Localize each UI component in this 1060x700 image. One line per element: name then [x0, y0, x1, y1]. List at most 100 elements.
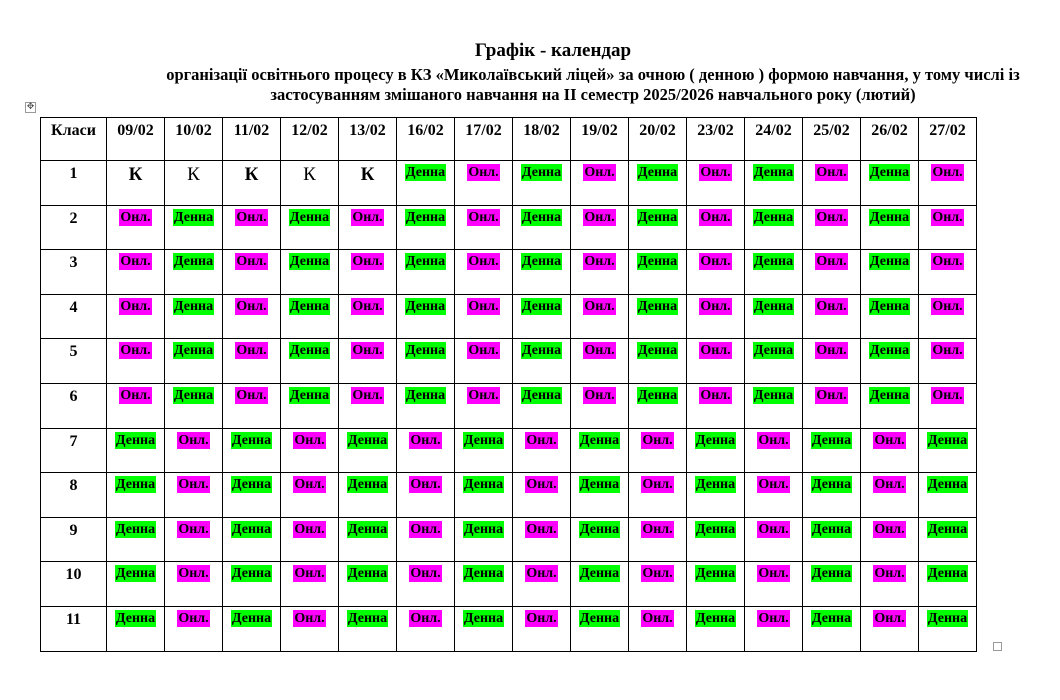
schedule-cell: Онл.	[338, 293, 397, 340]
online-badge: Онл.	[235, 386, 268, 404]
in-person-badge: Денна	[636, 342, 679, 360]
schedule-cell: Денна	[512, 293, 571, 340]
schedule-cell: К	[164, 160, 223, 206]
schedule-cell: Денна	[512, 204, 571, 251]
class-cell: 6	[40, 382, 107, 429]
schedule-cell: К	[222, 160, 281, 206]
schedule-cell: Онл.	[222, 293, 281, 340]
in-person-badge: Денна	[172, 208, 215, 226]
class-number: 1	[69, 165, 78, 182]
in-person-badge: Денна	[462, 520, 505, 538]
online-badge: Онл.	[467, 208, 500, 226]
header-row: Класи 09/02 10/02 11/02 12/02 13/02 16/02 17/0…	[40, 117, 977, 161]
header-classes: Класи	[40, 117, 107, 161]
holiday-mark: К	[303, 164, 316, 185]
in-person-badge: Денна	[752, 386, 795, 404]
in-person-badge: Денна	[636, 253, 679, 271]
in-person-badge: Денна	[114, 431, 157, 449]
in-person-badge: Денна	[926, 431, 969, 449]
online-badge: Онл.	[931, 164, 964, 181]
online-badge: Онл.	[757, 431, 790, 449]
class-number: 7	[69, 432, 78, 450]
schedule-cell: Онл.	[918, 382, 977, 429]
schedule-cell: Денна	[280, 293, 339, 340]
schedule-cell: Денна	[512, 382, 571, 429]
move-arrows-icon[interactable]: ✥	[25, 102, 36, 113]
schedule-cell: Денна	[918, 605, 977, 652]
online-badge: Онл.	[467, 342, 500, 360]
online-badge: Онл.	[873, 476, 906, 494]
online-badge: Онл.	[351, 386, 384, 404]
schedule-cell: Денна	[396, 338, 455, 384]
online-badge: Онл.	[351, 253, 384, 271]
online-badge: Онл.	[525, 520, 558, 538]
schedule-cell: Онл.	[512, 561, 571, 607]
schedule-cell: Денна	[628, 160, 687, 206]
schedule-cell: Денна	[628, 204, 687, 251]
in-person-badge: Денна	[810, 609, 853, 627]
online-badge: Онл.	[467, 297, 500, 315]
schedule-cell: Денна	[454, 516, 513, 563]
schedule-cell: Онл.	[802, 338, 861, 384]
schedule-cell: Денна	[744, 338, 803, 384]
online-badge: Онл.	[235, 253, 268, 271]
schedule-cell: Онл.	[918, 338, 977, 384]
schedule-cell: Онл.	[512, 605, 571, 652]
header-date: 09/02	[106, 117, 165, 161]
online-badge: Онл.	[119, 208, 152, 226]
in-person-badge: Денна	[404, 208, 447, 226]
in-person-badge: Денна	[230, 609, 273, 627]
schedule-cell: Онл.	[106, 204, 165, 251]
online-badge: Онл.	[351, 342, 384, 360]
online-badge: Онл.	[815, 253, 848, 271]
in-person-badge: Денна	[752, 164, 795, 181]
online-badge: Онл.	[641, 565, 674, 583]
online-badge: Онл.	[641, 476, 674, 494]
in-person-badge: Денна	[114, 520, 157, 538]
schedule-cell: Денна	[918, 561, 977, 607]
in-person-badge: Денна	[520, 386, 563, 404]
resize-square-icon[interactable]	[993, 642, 1002, 651]
in-person-badge: Денна	[868, 297, 911, 315]
schedule-cell: Денна	[570, 561, 629, 607]
table-row: 7 Денна Онл. Денна Онл. Денна Онл. Денна Онл. Ден…	[40, 427, 977, 474]
schedule-cell: К	[338, 160, 397, 206]
online-badge: Онл.	[177, 609, 210, 627]
schedule-cell: Денна	[512, 249, 571, 295]
online-badge: Онл.	[699, 164, 732, 181]
table-row: 6 Онл. Денна Онл. Денна Онл. Денна Онл. Денна Онл…	[40, 382, 977, 429]
schedule-cell: Денна	[222, 516, 281, 563]
class-cell: 11	[40, 605, 107, 652]
schedule-cell: Онл.	[222, 249, 281, 295]
header-date: 16/02	[396, 117, 455, 161]
schedule-cell: Денна	[570, 605, 629, 652]
online-badge: Онл.	[931, 253, 964, 271]
schedule-cell: Онл.	[164, 605, 223, 652]
online-badge: Онл.	[815, 342, 848, 360]
in-person-badge: Денна	[752, 342, 795, 360]
in-person-badge: Денна	[694, 431, 737, 449]
online-badge: Онл.	[757, 520, 790, 538]
schedule-cell: Денна	[628, 249, 687, 295]
in-person-badge: Денна	[230, 476, 273, 494]
table-row: 11 Денна Онл. Денна Онл. Денна Онл. Денна Онл. Де…	[40, 605, 977, 652]
document-title: Графік - календар	[474, 40, 632, 61]
schedule-cell: Денна	[918, 427, 977, 474]
online-badge: Онл.	[235, 208, 268, 226]
online-badge: Онл.	[699, 208, 732, 226]
in-person-badge: Денна	[346, 476, 389, 494]
online-badge: Онл.	[583, 164, 616, 181]
schedule-cell: Денна	[338, 472, 397, 518]
class-cell: 9	[40, 516, 107, 563]
schedule-cell: Денна	[106, 472, 165, 518]
header-date: 13/02	[338, 117, 397, 161]
schedule-cell: Денна	[164, 382, 223, 429]
in-person-badge: Денна	[404, 164, 447, 181]
schedule-cell: Онл.	[860, 427, 919, 474]
in-person-badge: Денна	[288, 297, 331, 315]
in-person-badge: Денна	[810, 431, 853, 449]
online-badge: Онл.	[409, 565, 442, 583]
in-person-badge: Денна	[404, 342, 447, 360]
in-person-badge: Денна	[810, 520, 853, 538]
schedule-cell: Онл.	[106, 293, 165, 340]
